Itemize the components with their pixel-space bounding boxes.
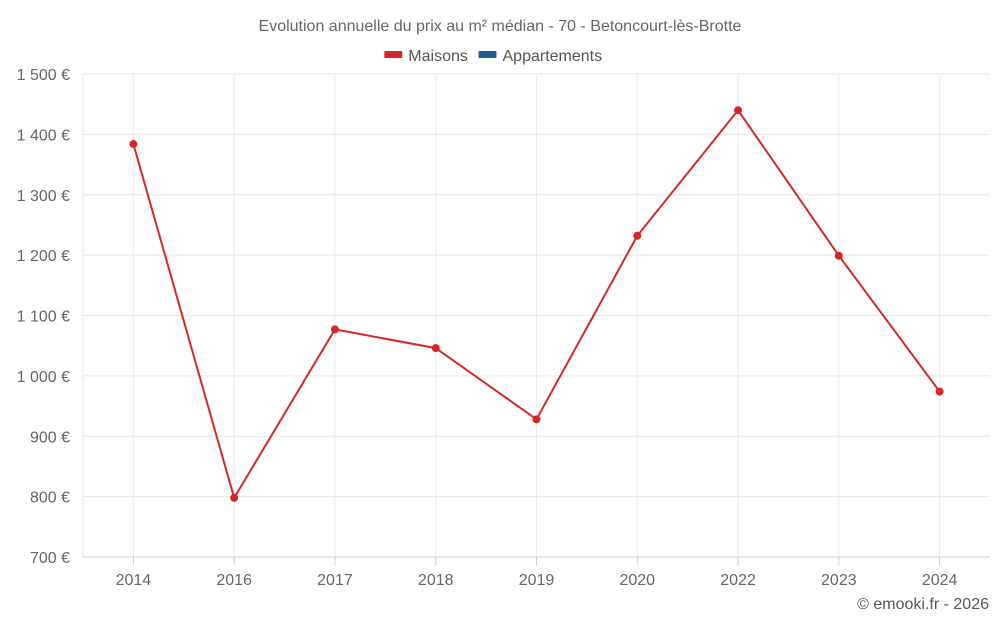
axes: 700 € 800 € 900 € 1 000 € 1 100 € 1 200 € 1 30… bbox=[17, 67, 990, 589]
x-tick-label: 2022 bbox=[720, 572, 756, 589]
data-point[interactable] bbox=[935, 387, 944, 396]
legend-label: Appartements bbox=[503, 48, 603, 65]
x-tick-label: 2023 bbox=[821, 572, 857, 589]
legend-swatch bbox=[478, 51, 497, 58]
x-tick-label: 2014 bbox=[116, 572, 152, 589]
grid bbox=[83, 73, 990, 557]
data-point[interactable] bbox=[330, 325, 339, 334]
legend-label: Maisons bbox=[408, 48, 468, 65]
y-tick-label: 1 500 € bbox=[17, 67, 70, 84]
y-tick-label: 800 € bbox=[30, 490, 70, 507]
legend-swatch bbox=[384, 51, 403, 58]
x-tick-label: 2017 bbox=[317, 572, 353, 589]
chart-title: Evolution annuelle du prix au m² médian … bbox=[259, 18, 742, 35]
data-point[interactable] bbox=[230, 493, 239, 502]
credit-text: © emooki.fr - 2026 bbox=[857, 596, 989, 613]
data-point[interactable] bbox=[431, 344, 440, 353]
data-point[interactable] bbox=[834, 251, 843, 260]
x-tick-label: 2020 bbox=[619, 572, 655, 589]
data-point[interactable] bbox=[633, 231, 642, 240]
legend: Maisons Appartements bbox=[384, 48, 602, 65]
y-tick-label: 1 300 € bbox=[17, 188, 70, 205]
y-tick-label: 700 € bbox=[30, 550, 70, 567]
y-tick-label: 900 € bbox=[30, 429, 70, 446]
legend-item-appartements[interactable]: Appartements bbox=[478, 48, 603, 65]
x-tick-label: 2024 bbox=[922, 572, 958, 589]
data-point[interactable] bbox=[129, 140, 138, 149]
series-layer bbox=[129, 106, 944, 502]
y-tick-label: 1 200 € bbox=[17, 248, 70, 265]
data-point[interactable] bbox=[532, 415, 541, 424]
y-tick-label: 1 400 € bbox=[17, 127, 70, 144]
legend-item-maisons[interactable]: Maisons bbox=[384, 48, 468, 65]
x-tick-label: 2019 bbox=[519, 572, 555, 589]
x-tick-label: 2016 bbox=[216, 572, 252, 589]
x-tick-label: 2018 bbox=[418, 572, 454, 589]
y-tick-label: 1 000 € bbox=[17, 369, 70, 386]
data-point[interactable] bbox=[734, 106, 743, 115]
y-tick-label: 1 100 € bbox=[17, 309, 70, 326]
